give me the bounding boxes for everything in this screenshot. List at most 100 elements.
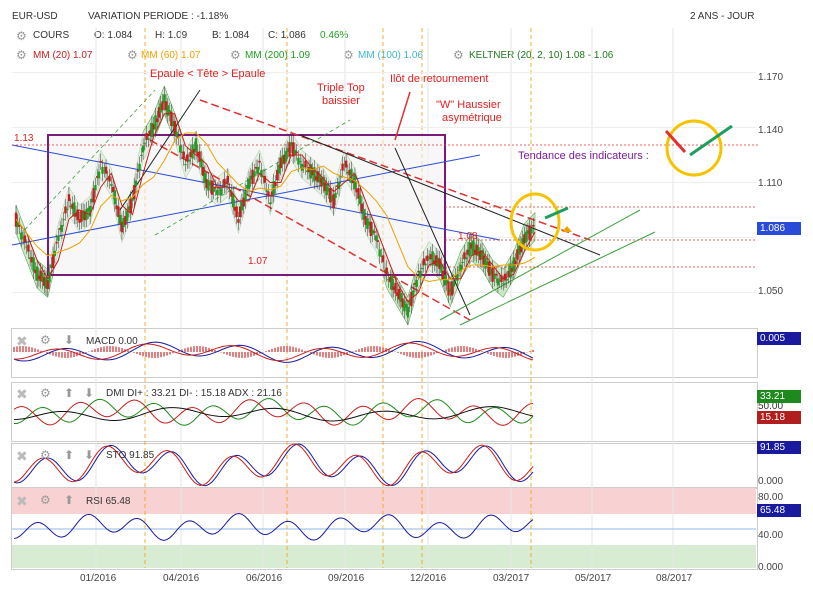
candle — [373, 231, 376, 233]
candle — [323, 182, 327, 192]
candle — [374, 235, 378, 241]
dip-line — [13, 398, 534, 426]
candle — [30, 257, 34, 263]
candle — [424, 263, 427, 266]
candle — [214, 186, 217, 189]
candle — [198, 151, 201, 163]
level-107-label: 1.07 — [248, 256, 268, 267]
candle — [78, 219, 81, 223]
variation-label: VARIATION PERIODE : -1.18% — [88, 11, 229, 22]
candle — [152, 124, 155, 130]
candle — [138, 163, 141, 171]
dmi-tick: 50.00 — [758, 401, 784, 412]
candle — [417, 270, 420, 273]
close-icon[interactable]: ✖ — [16, 333, 28, 349]
gear-icon[interactable]: ⚙ — [40, 333, 51, 347]
candle — [274, 182, 277, 187]
gear-icon[interactable]: ⚙ — [40, 493, 51, 507]
rsi-badge: 65.48 — [757, 504, 801, 517]
candle — [316, 171, 320, 182]
gear-icon[interactable]: ⚙ — [453, 48, 464, 62]
candle — [67, 194, 71, 202]
candle — [23, 235, 27, 243]
candle — [389, 276, 392, 283]
candle — [311, 170, 314, 176]
candle — [445, 279, 448, 284]
candle — [440, 263, 443, 273]
close-icon[interactable]: ✖ — [16, 448, 28, 464]
candle — [260, 169, 263, 177]
candle — [514, 260, 517, 265]
gear-icon[interactable]: ⚙ — [343, 48, 354, 62]
candle — [32, 257, 35, 272]
close-icon[interactable]: ✖ — [16, 386, 28, 402]
candle — [503, 273, 507, 281]
close-icon[interactable]: ✖ — [16, 493, 28, 509]
candle — [344, 160, 348, 168]
candle — [147, 138, 150, 140]
candle — [472, 240, 475, 255]
candle — [314, 176, 318, 181]
candle — [96, 176, 99, 178]
candle — [371, 229, 374, 235]
candle — [217, 186, 221, 189]
candle — [175, 131, 178, 137]
candle — [103, 170, 106, 172]
gear-icon[interactable]: ⚙ — [16, 48, 27, 62]
macd-panel — [11, 328, 758, 378]
rsi-line — [13, 513, 534, 541]
candle — [286, 148, 290, 152]
candle — [16, 221, 19, 228]
candle — [224, 185, 228, 188]
arrow-up-icon[interactable]: ⬆ — [64, 493, 75, 507]
candle — [46, 280, 49, 289]
macd-badge: 0.005 — [757, 332, 801, 345]
candle — [87, 207, 90, 212]
candle — [223, 178, 226, 186]
candle — [168, 110, 171, 114]
candle — [212, 186, 215, 192]
dmi-panel — [11, 382, 758, 442]
candle — [177, 136, 180, 139]
candle — [507, 270, 510, 277]
candle — [21, 237, 25, 239]
candle — [381, 255, 385, 263]
gear-icon[interactable]: ⚙ — [127, 48, 138, 62]
x-tick: 08/2017 — [656, 573, 693, 584]
arrow-down-icon[interactable]: ⬇ — [64, 333, 75, 347]
candle — [184, 164, 187, 166]
gear-icon[interactable]: ⚙ — [16, 29, 27, 43]
candle — [517, 245, 521, 255]
candle — [94, 185, 97, 191]
gear-icon[interactable]: ⚙ — [40, 386, 51, 400]
gear-icon[interactable]: ⚙ — [230, 48, 241, 62]
candle — [55, 241, 58, 244]
gear-icon[interactable]: ⚙ — [40, 448, 51, 462]
candle — [473, 249, 477, 254]
sto-tick: 0.000 — [758, 476, 784, 487]
candle — [456, 273, 459, 281]
arrow-down-icon[interactable]: ⬇ — [84, 448, 95, 462]
candle — [329, 188, 332, 203]
candle — [403, 300, 406, 312]
arrow-up-icon[interactable]: ⬆ — [64, 448, 75, 462]
candle — [150, 122, 154, 138]
arrow-down-icon[interactable]: ⬇ — [84, 386, 95, 400]
mm60-label: MM (60) 1.07 — [141, 50, 201, 61]
range-label[interactable]: 2 ANS - JOUR — [690, 11, 755, 22]
highlight-circle — [509, 192, 561, 252]
candle — [429, 254, 433, 260]
candle — [269, 202, 272, 205]
candle — [64, 206, 67, 214]
candle — [126, 210, 129, 222]
candle — [39, 270, 42, 282]
candle — [482, 255, 486, 265]
candle — [74, 213, 78, 217]
candle — [233, 206, 237, 211]
candle — [475, 244, 478, 256]
arrow-up-icon[interactable]: ⬆ — [64, 386, 75, 400]
price-tick: 1.050 — [758, 286, 784, 297]
candle — [385, 267, 388, 275]
candle — [524, 231, 528, 243]
